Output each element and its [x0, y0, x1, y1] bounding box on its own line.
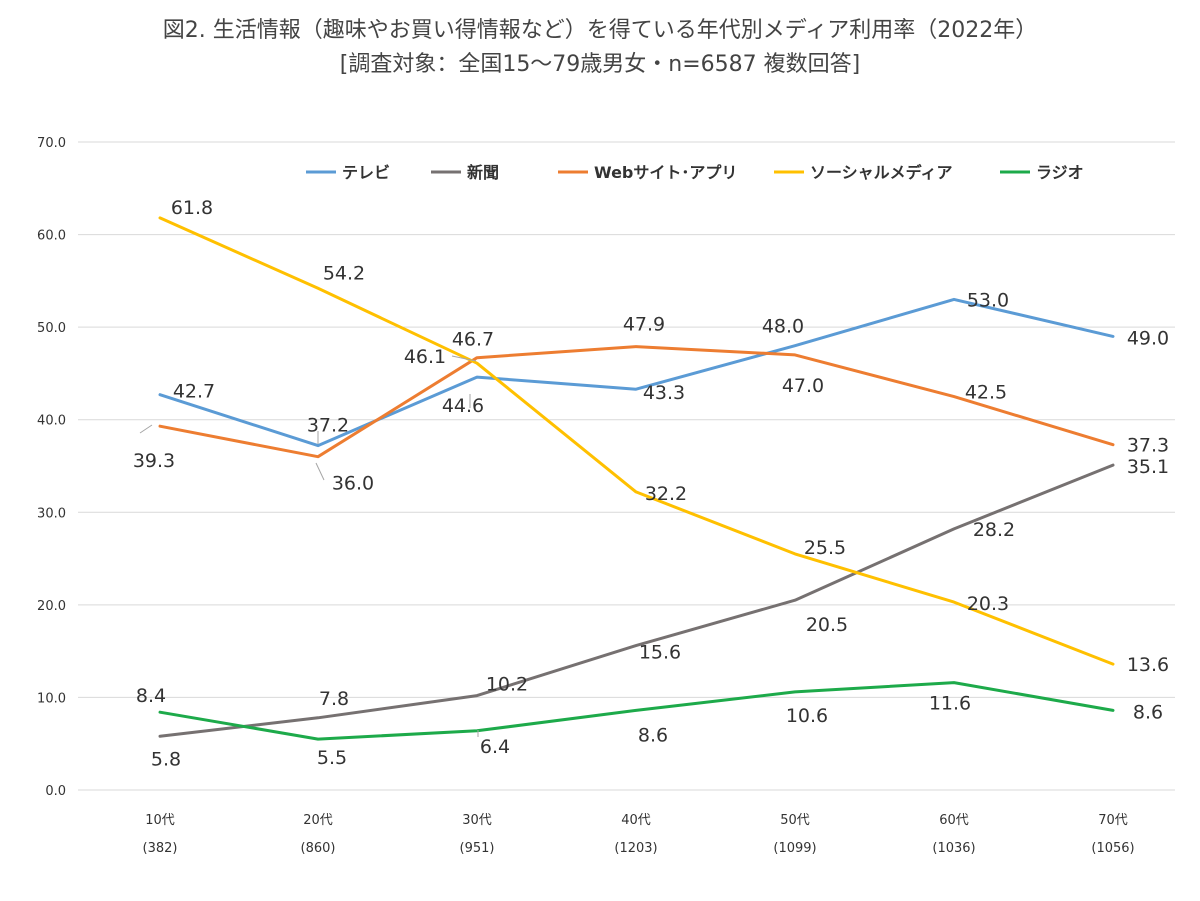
x-tick-label: 30代	[462, 813, 492, 828]
data-label: 11.6	[929, 693, 971, 715]
leader-line	[315, 462, 325, 481]
y-tick-label: 10.0	[37, 691, 66, 706]
series-line-0	[158, 297, 1115, 448]
data-label: 36.0	[332, 473, 374, 495]
data-label: 10.2	[486, 674, 528, 696]
data-label: 44.6	[442, 395, 484, 417]
data-label: 48.0	[762, 316, 804, 338]
data-label: 46.7	[452, 329, 494, 351]
data-label: 37.2	[307, 415, 349, 437]
data-label: 42.7	[173, 381, 215, 403]
legend-label: 新聞	[467, 163, 499, 182]
x-axis-ticks: 10代 (382) 20代 (860) 30代 (951) 40代 (1203) 50代 (109…	[143, 813, 1135, 856]
legend: テレビ 新聞 Webサイト･アプリ ソーシャルメディア ラジオ	[306, 163, 1084, 182]
data-label: 5.5	[317, 747, 347, 769]
series-line-4	[158, 681, 1115, 741]
series-lines	[158, 216, 1115, 741]
leader-line	[139, 424, 153, 434]
data-label: 42.5	[965, 382, 1007, 404]
y-tick-label: 50.0	[37, 321, 66, 336]
y-tick-label: 20.0	[37, 599, 66, 614]
data-labels: 42.7 37.2 44.6 43.3 48.0 53.0 49.0 5.8 7.8 10.2 15…	[133, 197, 1169, 770]
leader-line	[451, 355, 477, 362]
data-label: 35.1	[1127, 456, 1169, 478]
x-tick-label: 70代	[1098, 813, 1128, 828]
data-label: 7.8	[319, 688, 349, 710]
data-label: 6.4	[480, 736, 510, 758]
data-label: 8.6	[638, 724, 668, 746]
data-label: 54.2	[323, 262, 365, 284]
data-label: 47.9	[623, 314, 665, 336]
x-tick-count: (1203)	[614, 841, 657, 856]
data-label: 25.5	[804, 537, 846, 559]
data-label: 13.6	[1127, 654, 1169, 676]
data-label: 49.0	[1127, 327, 1169, 349]
data-label: 10.6	[786, 705, 828, 727]
data-label: 32.2	[645, 483, 687, 505]
data-label: 8.6	[1133, 701, 1163, 723]
x-tick-label: 50代	[780, 813, 810, 828]
data-label: 20.5	[806, 614, 848, 636]
series-line-1	[158, 463, 1115, 738]
x-tick-label: 40代	[621, 813, 651, 828]
legend-label: ラジオ	[1036, 163, 1084, 182]
y-tick-label: 30.0	[37, 506, 66, 521]
x-tick-count: (1056)	[1091, 841, 1134, 856]
data-label: 5.8	[151, 748, 181, 770]
data-label: 47.0	[782, 375, 824, 397]
x-tick-count: (1036)	[932, 841, 975, 856]
y-tick-label: 40.0	[37, 414, 66, 429]
label-leader-lines	[139, 355, 479, 737]
legend-label: ソーシャルメディア	[810, 163, 953, 182]
chart-title: 図2. 生活情報（趣味やお買い得情報など）を得ている年代別メディア利用率（202…	[162, 18, 1038, 43]
x-tick-count: (1099)	[773, 841, 816, 856]
y-tick-label: 70.0	[37, 136, 66, 151]
x-tick-label: 10代	[145, 813, 175, 828]
chart-subtitle: [調査対象：全国15～79歳男女・n=6587 複数回答]	[339, 52, 861, 77]
series-line-2	[158, 345, 1115, 459]
chart-title-block: 図2. 生活情報（趣味やお買い得情報など）を得ている年代別メディア利用率（202…	[0, 14, 1200, 82]
y-tick-label: 60.0	[37, 229, 66, 244]
legend-label: テレビ	[342, 163, 390, 182]
data-label: 15.6	[639, 642, 681, 664]
x-tick-count: (382)	[143, 841, 178, 856]
data-label: 8.4	[136, 685, 166, 707]
data-label: 37.3	[1127, 435, 1169, 457]
data-label: 20.3	[967, 593, 1009, 615]
data-label: 28.2	[973, 519, 1015, 541]
y-tick-label: 0.0	[45, 784, 66, 799]
data-label: 61.8	[171, 197, 213, 219]
x-tick-label: 60代	[939, 813, 969, 828]
data-label: 43.3	[643, 382, 685, 404]
series-line-3	[158, 216, 1115, 666]
x-tick-count: (860)	[301, 841, 336, 856]
x-tick-count: (951)	[460, 841, 495, 856]
data-label: 53.0	[967, 289, 1009, 311]
data-label: 46.1	[404, 346, 446, 368]
x-tick-label: 20代	[303, 813, 333, 828]
data-label: 39.3	[133, 450, 175, 472]
legend-label: Webサイト･アプリ	[594, 163, 737, 182]
y-axis-ticks: 0.0 10.0 20.0 30.0 40.0 50.0 60.0 70.0	[37, 136, 66, 799]
